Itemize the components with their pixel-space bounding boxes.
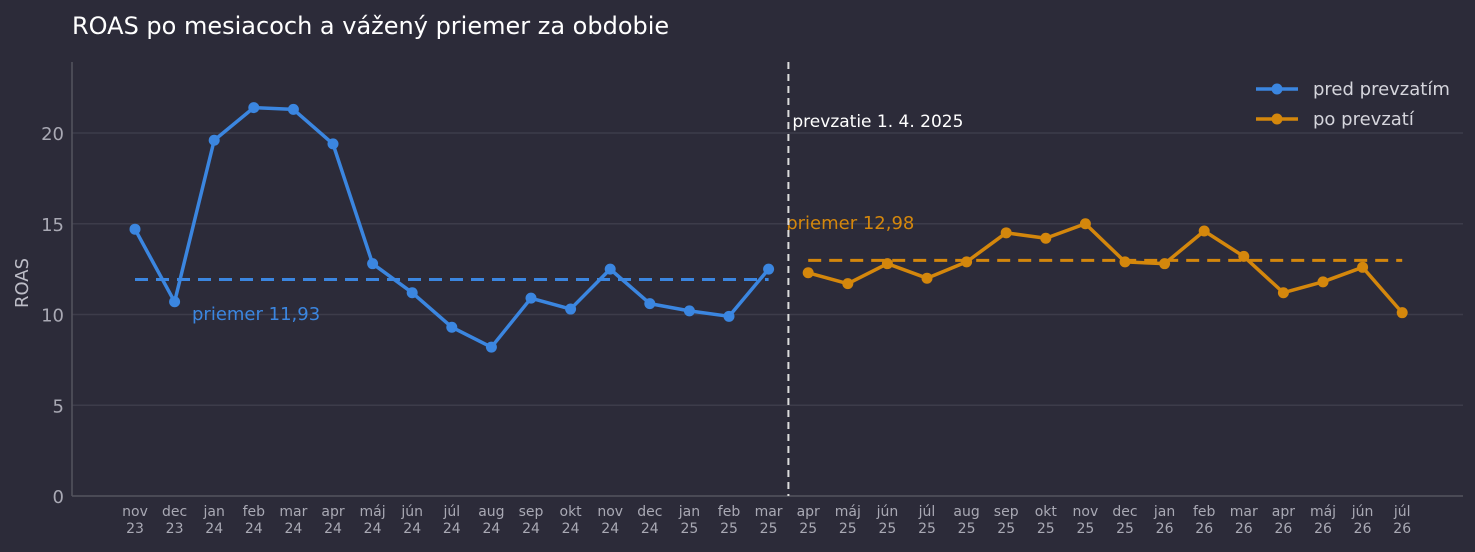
data-point <box>1040 232 1052 244</box>
x-tick-label: mar 26 <box>1230 504 1258 537</box>
annotation-layer: prevzatie 1. 4. 2025 <box>787 62 963 496</box>
data-point <box>446 321 458 333</box>
mean-lines: priemer 11,93 priemer 12,98 <box>135 213 1403 325</box>
y-tick-label: 20 <box>41 124 64 145</box>
data-point <box>1357 261 1369 273</box>
data-point <box>802 267 814 279</box>
data-point <box>723 310 735 322</box>
mean-label: priemer 11,93 <box>192 304 320 325</box>
x-tick-label: jan 24 <box>203 504 225 537</box>
x-tick-label: mar 24 <box>279 504 307 537</box>
x-tick-label: júl 26 <box>1393 504 1411 537</box>
y-tick-label: 15 <box>41 215 64 236</box>
data-point <box>881 258 893 270</box>
data-point <box>604 263 616 275</box>
data-point <box>842 278 854 290</box>
x-tick-label: dec 25 <box>1112 504 1137 537</box>
data-point <box>327 138 339 150</box>
data-point <box>683 305 695 317</box>
data-point <box>1079 218 1091 230</box>
x-tick-label: máj 25 <box>835 504 861 537</box>
mean-label: priemer 12,98 <box>786 213 914 234</box>
x-tick-label: nov 23 <box>122 504 148 537</box>
data-point <box>961 256 973 268</box>
data-point <box>644 298 656 310</box>
x-tick-label: dec 24 <box>637 504 662 537</box>
chart-title: ROAS po mesiacoch a vážený priemer za ob… <box>72 12 669 40</box>
x-tick-label: júl 25 <box>918 504 936 537</box>
x-tick-label: okt 25 <box>1035 504 1058 537</box>
x-tick-label: máj 24 <box>360 504 386 537</box>
data-point <box>406 287 418 299</box>
data-point <box>1198 225 1210 237</box>
y-tick-label: 10 <box>41 306 64 327</box>
x-tick-label: dec 23 <box>162 504 187 537</box>
x-tick-label: jún 26 <box>1351 504 1374 537</box>
y-axis-label: ROAS <box>12 258 33 308</box>
x-tick-label: feb 25 <box>718 504 741 537</box>
data-point <box>129 223 141 235</box>
x-tick-label: jan 26 <box>1153 504 1175 537</box>
x-tick-label: jún 24 <box>400 504 423 537</box>
data-point <box>1000 227 1012 239</box>
x-tick-label: feb 24 <box>243 504 266 537</box>
data-point <box>485 341 497 353</box>
legend-swatch-marker <box>1271 113 1283 125</box>
data-point <box>248 102 260 114</box>
x-tick-label: feb 26 <box>1193 504 1216 537</box>
legend-swatch-marker <box>1271 83 1283 95</box>
x-tick-label: jún 25 <box>876 504 899 537</box>
x-tick-label: aug 24 <box>478 504 504 537</box>
data-point <box>525 292 537 304</box>
data-point <box>1119 256 1131 268</box>
x-tick-label: mar 25 <box>755 504 783 537</box>
x-tick-label: sep 25 <box>994 504 1019 537</box>
legend-label: po prevzatí <box>1313 109 1415 130</box>
data-point <box>367 258 379 270</box>
series-line <box>807 222 1404 314</box>
handover-label: prevzatie 1. 4. 2025 <box>792 112 963 132</box>
data-point <box>1159 258 1171 270</box>
x-tick-label: nov 24 <box>597 504 623 537</box>
legend-label: pred prevzatím <box>1313 79 1450 100</box>
data-point <box>763 263 775 275</box>
data-point <box>1396 307 1408 319</box>
data-point <box>1238 250 1250 262</box>
x-tick-label: aug 25 <box>953 504 979 537</box>
x-tick-label: nov 25 <box>1073 504 1099 537</box>
grid-layer <box>72 132 1463 406</box>
x-tick-label: apr 25 <box>797 504 820 537</box>
data-point <box>921 272 933 284</box>
y-tick-label: 5 <box>53 396 64 417</box>
x-tick-label: máj 26 <box>1310 504 1336 537</box>
data-point <box>1317 276 1329 288</box>
x-tick-label: sep 24 <box>519 504 544 537</box>
axis-layer: 0 5 10 15 20 nov 23 dec 23 jan 24 feb 24 mar 24 apr 24 má… <box>41 62 1463 537</box>
x-tick-label: apr 24 <box>321 504 344 537</box>
data-point <box>565 303 577 315</box>
data-point <box>208 134 220 146</box>
data-point <box>287 103 299 115</box>
data-point <box>169 296 181 308</box>
x-tick-label: okt 24 <box>560 504 583 537</box>
x-tick-label: apr 26 <box>1272 504 1295 537</box>
x-tick-label: júl 24 <box>442 504 460 537</box>
data-point <box>1277 287 1289 299</box>
y-tick-label: 0 <box>53 487 64 508</box>
x-tick-label: jan 25 <box>678 504 700 537</box>
series-layer <box>129 102 1408 353</box>
legend: pred prevzatím po prevzatí <box>1256 79 1450 130</box>
